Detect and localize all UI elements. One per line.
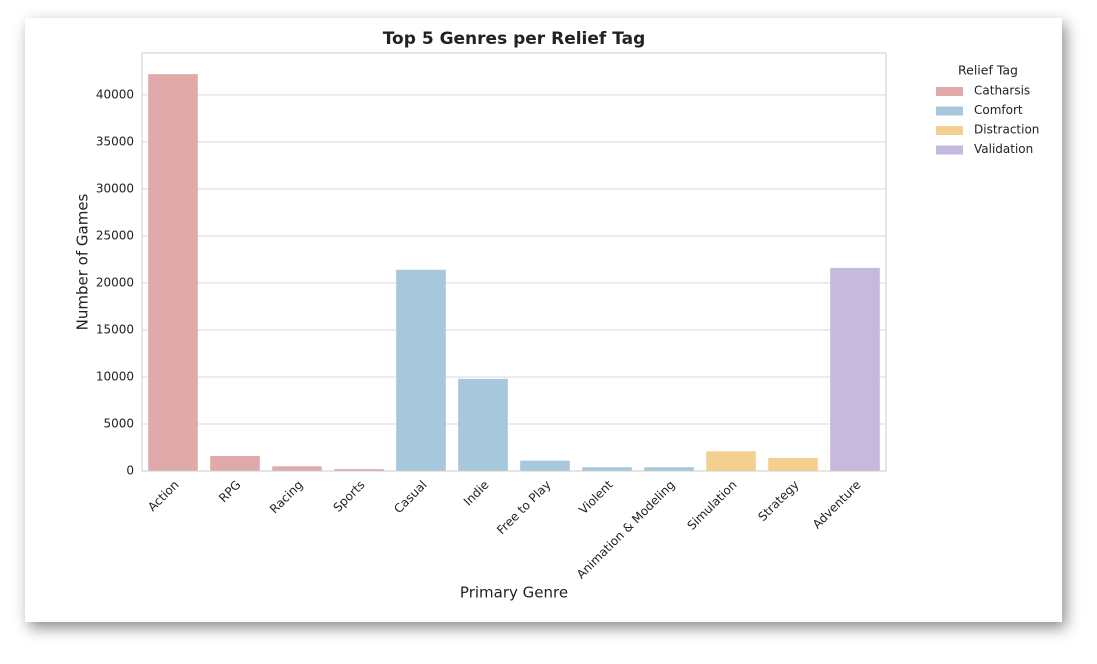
x-tick-label: Action	[145, 478, 181, 514]
y-tick-label: 20000	[96, 275, 134, 289]
x-tick-label: Adventure	[810, 478, 864, 532]
card	[25, 18, 1062, 622]
x-tick-label: Casual	[391, 478, 429, 516]
legend-label: Validation	[974, 142, 1033, 156]
y-tick-label: 15000	[96, 322, 134, 336]
legend-label: Catharsis	[974, 84, 1030, 98]
bar	[644, 467, 694, 471]
bar	[582, 467, 632, 471]
y-tick-label: 35000	[96, 134, 134, 148]
y-tick-label: 25000	[96, 228, 134, 242]
legend-title: Relief Tag	[958, 63, 1018, 78]
x-tick-label: Simulation	[684, 478, 739, 533]
bar	[396, 269, 446, 471]
legend-swatch	[936, 87, 963, 96]
x-tick-label: RPG	[216, 478, 243, 505]
y-tick-label: 40000	[96, 87, 134, 101]
x-tick-label: Strategy	[755, 478, 801, 524]
legend-swatch	[936, 106, 963, 116]
y-tick-label: 10000	[96, 369, 134, 383]
bar	[334, 469, 384, 471]
y-tick-label: 30000	[96, 181, 134, 195]
bar	[210, 455, 260, 471]
legend-swatch	[936, 145, 963, 155]
bar	[706, 451, 756, 471]
legend-swatch	[936, 126, 963, 135]
x-tick-label: Indie	[461, 478, 492, 509]
plot-frame	[141, 52, 887, 472]
bar	[148, 74, 198, 472]
bar	[520, 460, 570, 471]
x-tick-label: Racing	[267, 478, 306, 517]
bar	[830, 267, 880, 471]
bar	[458, 378, 508, 471]
x-axis-label: Primary Genre	[460, 584, 568, 602]
y-axis-label: Number of Games	[74, 193, 92, 330]
legend-label: Distraction	[974, 123, 1039, 137]
legend-label: Comfort	[974, 103, 1023, 117]
bar	[272, 466, 322, 471]
x-tick-label: Sports	[330, 478, 367, 515]
chart-title: Top 5 Genres per Relief Tag	[383, 29, 646, 49]
y-tick-label: 0	[126, 464, 134, 478]
x-tick-label: Violent	[576, 477, 616, 517]
x-tick-label: Free to Play	[494, 478, 554, 538]
bar	[768, 457, 818, 471]
y-tick-label: 5000	[103, 416, 134, 430]
